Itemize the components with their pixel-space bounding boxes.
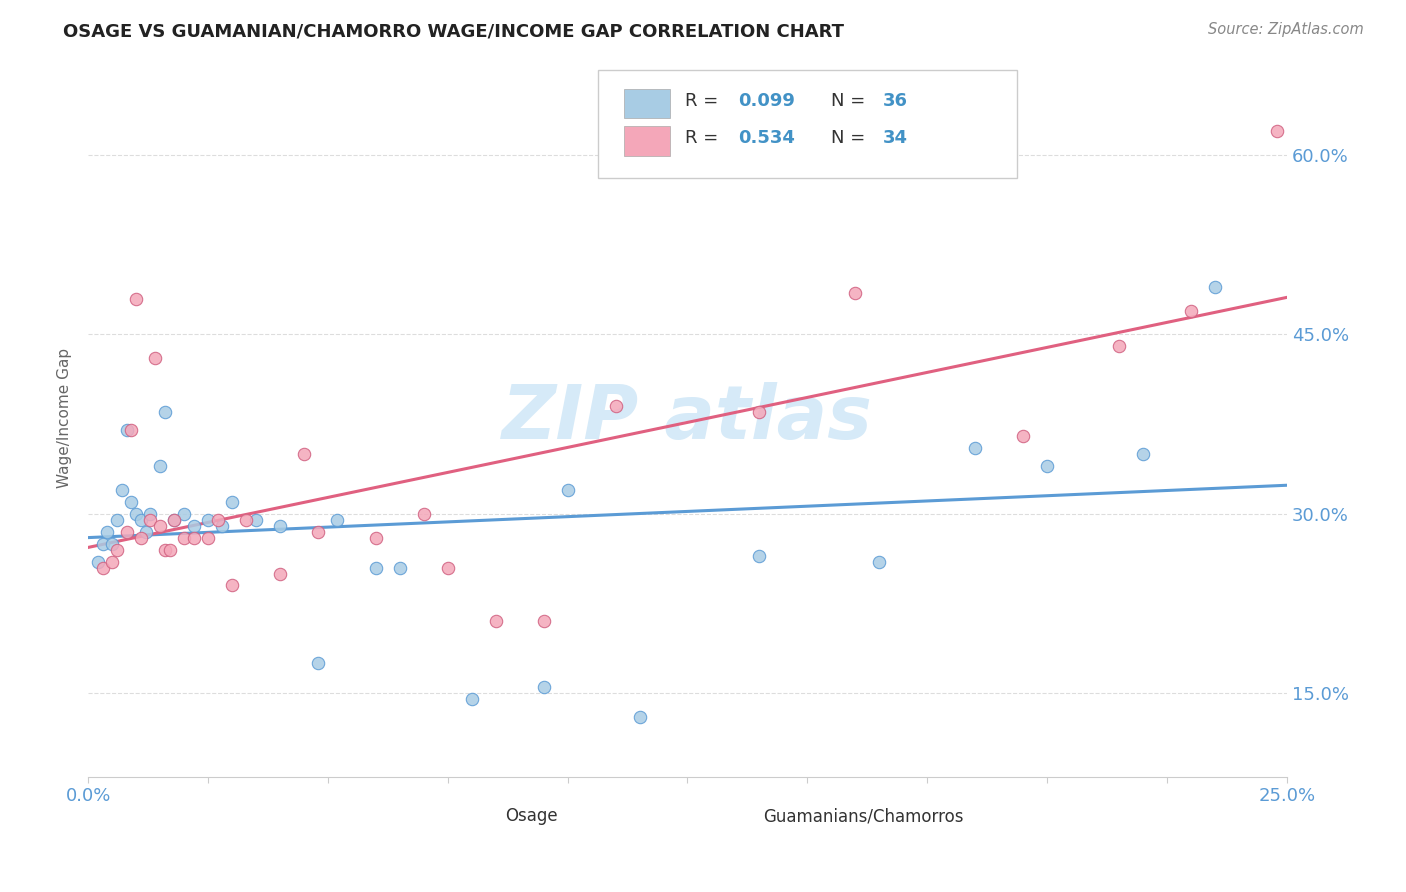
Point bbox=[135, 524, 157, 539]
Point bbox=[129, 531, 152, 545]
Point bbox=[183, 531, 205, 545]
Point bbox=[436, 560, 458, 574]
Point bbox=[105, 513, 128, 527]
Point bbox=[1132, 447, 1154, 461]
Point bbox=[153, 542, 176, 557]
Point bbox=[139, 513, 162, 527]
Point bbox=[364, 560, 387, 574]
Point bbox=[101, 536, 124, 550]
Point bbox=[364, 531, 387, 545]
Point bbox=[326, 513, 349, 527]
Point bbox=[96, 524, 118, 539]
Point bbox=[173, 531, 195, 545]
Point bbox=[91, 560, 114, 574]
FancyBboxPatch shape bbox=[624, 127, 669, 156]
Text: 34: 34 bbox=[883, 129, 908, 147]
Point bbox=[111, 483, 134, 497]
Point bbox=[197, 513, 219, 527]
Point bbox=[235, 513, 257, 527]
Point bbox=[965, 441, 987, 455]
FancyBboxPatch shape bbox=[724, 807, 754, 825]
Text: N =: N = bbox=[831, 129, 872, 147]
Point bbox=[221, 495, 243, 509]
Point bbox=[87, 555, 110, 569]
Text: 0.534: 0.534 bbox=[738, 129, 794, 147]
Point bbox=[748, 405, 770, 419]
Point bbox=[173, 507, 195, 521]
Point bbox=[115, 524, 138, 539]
Point bbox=[197, 531, 219, 545]
FancyBboxPatch shape bbox=[598, 70, 1017, 178]
Text: 0.099: 0.099 bbox=[738, 92, 794, 111]
Point bbox=[748, 549, 770, 563]
Point bbox=[101, 555, 124, 569]
Point bbox=[1036, 458, 1059, 473]
Point bbox=[149, 518, 172, 533]
Point bbox=[868, 555, 890, 569]
Point bbox=[207, 513, 229, 527]
FancyBboxPatch shape bbox=[624, 89, 669, 119]
FancyBboxPatch shape bbox=[465, 807, 496, 825]
Point bbox=[292, 447, 315, 461]
Point bbox=[183, 518, 205, 533]
Point bbox=[557, 483, 579, 497]
Text: 36: 36 bbox=[883, 92, 908, 111]
Y-axis label: Wage/Income Gap: Wage/Income Gap bbox=[58, 348, 72, 488]
Text: Guamanians/Chamorros: Guamanians/Chamorros bbox=[763, 807, 963, 825]
Text: R =: R = bbox=[685, 92, 724, 111]
Point bbox=[115, 423, 138, 437]
Point bbox=[211, 518, 233, 533]
Point bbox=[412, 507, 434, 521]
Point bbox=[533, 615, 555, 629]
Point bbox=[844, 285, 866, 300]
Point bbox=[120, 495, 142, 509]
Point bbox=[307, 524, 329, 539]
Point bbox=[1204, 279, 1226, 293]
Text: R =: R = bbox=[685, 129, 724, 147]
Point bbox=[307, 656, 329, 670]
Point bbox=[1265, 124, 1288, 138]
Point bbox=[143, 351, 166, 366]
Point bbox=[163, 513, 186, 527]
Point bbox=[485, 615, 508, 629]
Point bbox=[1012, 429, 1035, 443]
Point bbox=[628, 710, 651, 724]
Point bbox=[159, 542, 181, 557]
Text: Osage: Osage bbox=[505, 807, 558, 825]
Point bbox=[149, 458, 172, 473]
Text: OSAGE VS GUAMANIAN/CHAMORRO WAGE/INCOME GAP CORRELATION CHART: OSAGE VS GUAMANIAN/CHAMORRO WAGE/INCOME … bbox=[63, 22, 844, 40]
Point bbox=[1180, 303, 1202, 318]
Point bbox=[461, 692, 484, 706]
Text: ZIP atlas: ZIP atlas bbox=[502, 382, 873, 455]
Point bbox=[153, 405, 176, 419]
Point bbox=[1108, 339, 1130, 353]
Point bbox=[139, 507, 162, 521]
Point bbox=[221, 578, 243, 592]
Text: N =: N = bbox=[831, 92, 872, 111]
Point bbox=[163, 513, 186, 527]
Point bbox=[245, 513, 267, 527]
Point bbox=[269, 518, 291, 533]
Point bbox=[120, 423, 142, 437]
Point bbox=[105, 542, 128, 557]
Point bbox=[125, 507, 148, 521]
Point bbox=[125, 292, 148, 306]
Point bbox=[533, 680, 555, 694]
Point bbox=[605, 399, 627, 413]
Text: Source: ZipAtlas.com: Source: ZipAtlas.com bbox=[1208, 22, 1364, 37]
Point bbox=[91, 536, 114, 550]
Point bbox=[388, 560, 411, 574]
Point bbox=[129, 513, 152, 527]
Point bbox=[269, 566, 291, 581]
